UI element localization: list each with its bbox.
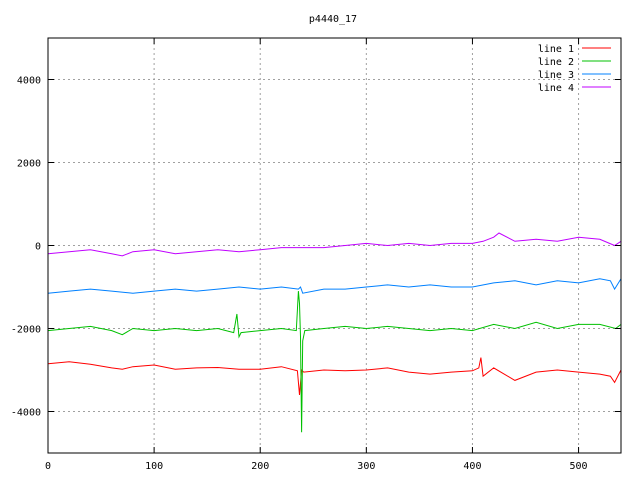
series-line [47,357,622,395]
legend: line 1 line 2 line 3 line 4 [538,44,611,94]
legend-label: line 2 [538,57,574,68]
x-tick-label: 400 [463,461,481,472]
series-line [47,232,622,257]
y-tick-label: 0 [35,242,41,253]
x-tick-label: 0 [45,461,51,472]
chart-title: p4440_17 [309,14,357,25]
y-tick-label: -4000 [11,408,41,419]
y-tick-label: 4000 [17,76,41,87]
y-tick-label: -2000 [11,325,41,336]
series-line [47,291,622,433]
series-lines [47,232,622,433]
legend-label: line 1 [538,44,574,55]
x-tick-label: 200 [251,461,269,472]
x-tick-label: 500 [570,461,588,472]
grid [48,38,621,453]
y-tick-label: 2000 [17,159,41,170]
legend-label: line 4 [538,83,574,94]
axis-ticks: 0 100 200 300 400 500 -4000 -2000 0 2000 4000 [11,38,621,472]
legend-label: line 3 [538,70,574,81]
x-tick-label: 300 [357,461,375,472]
x-tick-label: 100 [145,461,163,472]
series-line [47,278,622,294]
